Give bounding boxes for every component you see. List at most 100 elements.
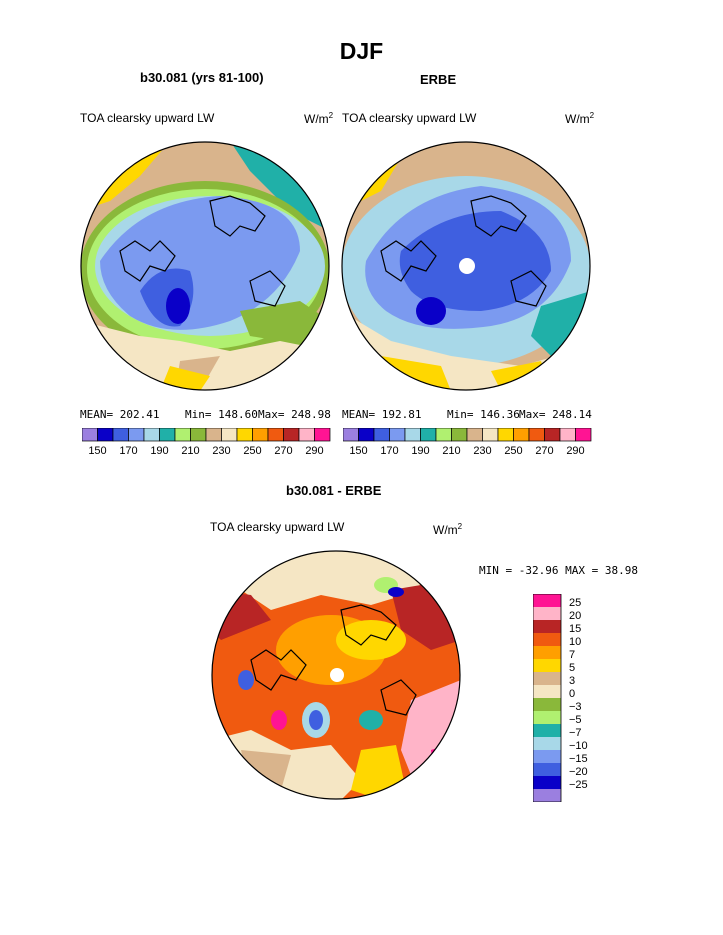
model-colorbar-swatch [174, 428, 191, 442]
diff-colorbar-swatch [533, 620, 561, 633]
diff-colorbar-swatch [533, 698, 561, 711]
page-title: DJF [339, 38, 384, 64]
diff-panel-title: b30.081 - ERBE [286, 483, 382, 498]
coastline [380, 195, 547, 307]
diff-colorbar-frame [533, 594, 562, 802]
obs-colorbar-tick-label: 250 [504, 445, 522, 457]
map-field [241, 750, 291, 795]
map-field [309, 710, 323, 730]
model-colorbar-tick-label: 230 [212, 445, 230, 457]
map-field [238, 670, 254, 690]
model-polar-map [80, 141, 330, 391]
map-field [359, 710, 383, 730]
diff-colorbar-swatch [533, 763, 561, 776]
model-colorbar-swatch [314, 428, 331, 442]
diff-colorbar-tick-label: −10 [569, 740, 588, 752]
diff-colorbar-swatch [533, 776, 561, 789]
obs-min-stat: Min= 146.36 [447, 408, 520, 421]
obs-colorbar-tick-label: 170 [380, 445, 398, 457]
model-colorbar-tick-label: 290 [305, 445, 323, 457]
model-colorbar-swatch [159, 428, 176, 442]
diff-colorbar-tick-label: 0 [569, 688, 575, 700]
model-mean-stat: MEAN= 202.41 [80, 408, 160, 421]
map-field [166, 288, 190, 324]
map-border [80, 141, 330, 391]
diff-colorbar-swatch [533, 672, 561, 685]
diff-colorbar-tick-label: −15 [569, 753, 588, 765]
map-field [416, 297, 446, 325]
model-colorbar-swatch [267, 428, 284, 442]
obs-colorbar-swatch [575, 428, 592, 442]
obs-max-stat: Max= 248.14 [519, 408, 592, 421]
model-colorbar-tick-label: 150 [88, 445, 106, 457]
diff-colorbar-swatch [533, 607, 561, 620]
model-colorbar-swatch [205, 428, 222, 442]
model-colorbar-swatch [221, 428, 238, 442]
model-variable-label: TOA clearsky upward LW [80, 111, 215, 125]
model-colorbar-swatch [82, 428, 98, 442]
obs-colorbar-swatch [497, 428, 514, 442]
map-field [336, 620, 406, 660]
diff-minmax-stat: MIN = -32.96 MAX = 38.98 [479, 564, 638, 577]
diff-colorbar-tick-label: 5 [569, 662, 575, 674]
diff-polar-map [211, 550, 461, 800]
model-colorbar-swatch [97, 428, 114, 442]
obs-colorbar-swatch [389, 428, 406, 442]
obs-colorbar-tick-label: 190 [411, 445, 429, 457]
obs-polar-map [341, 141, 591, 391]
map-field [160, 366, 210, 390]
obs-colorbar-swatch [466, 428, 483, 442]
obs-colorbar-swatch [544, 428, 561, 442]
diff-colorbar-tick-label: −20 [569, 766, 588, 778]
map-field [271, 710, 287, 730]
diff-colorbar-tick-label: 7 [569, 649, 575, 661]
map-field [241, 551, 421, 610]
diff-colorbar-swatch [533, 633, 561, 646]
diff-colorbar-swatch [533, 724, 561, 737]
coastline [119, 195, 286, 307]
obs-mean-stat: MEAN= 192.81 [342, 408, 422, 421]
model-min-stat: Min= 148.60 [185, 408, 258, 421]
obs-units-label: W/m2 [565, 111, 595, 126]
diff-colorbar-tick-label: −25 [569, 779, 588, 791]
model-colorbar-swatch [190, 428, 207, 442]
diff-colorbar-tick-label: −7 [569, 727, 582, 739]
model-colorbar-swatch [236, 428, 253, 442]
obs-colorbar-tick-label: 290 [566, 445, 584, 457]
diff-colorbar-swatch [533, 750, 561, 763]
map-border [211, 550, 461, 800]
diff-colorbar-tick-label: 25 [569, 597, 581, 609]
model-panel-title: b30.081 (yrs 81-100) [140, 70, 264, 85]
obs-colorbar-tick-label: 230 [473, 445, 491, 457]
diff-colorbar-tick-label: −3 [569, 701, 582, 713]
obs-colorbar-swatch [343, 428, 359, 442]
obs-colorbar-swatch [404, 428, 421, 442]
obs-colorbar-swatch [435, 428, 452, 442]
diff-colorbar-tick-label: −5 [569, 714, 582, 726]
obs-colorbar-tick-label: 270 [535, 445, 553, 457]
diff-colorbar-swatch [533, 646, 561, 659]
model-colorbar-swatch [128, 428, 145, 442]
model-colorbar-swatch [283, 428, 300, 442]
diff-colorbar-tick-label: 20 [569, 610, 581, 622]
diff-variable-label: TOA clearsky upward LW [210, 520, 345, 534]
diff-colorbar-swatch [533, 789, 561, 802]
obs-colorbar-swatch [373, 428, 390, 442]
model-colorbar-tick-label: 210 [181, 445, 199, 457]
model-colorbar-swatch [112, 428, 129, 442]
diff-colorbar-tick-label: 3 [569, 675, 575, 687]
model-colorbar-tick-label: 190 [150, 445, 168, 457]
obs-colorbar: 150 170 190 210 230 250 270 290 [343, 428, 592, 457]
obs-colorbar-swatch [513, 428, 530, 442]
model-colorbar: 150 170 190 210 230 250 270 290 [82, 428, 331, 457]
diff-colorbar-swatch [533, 594, 561, 607]
obs-colorbar-swatch [420, 428, 437, 442]
obs-colorbar-swatch [528, 428, 545, 442]
diff-colorbar-swatch [533, 711, 561, 724]
diff-colorbar-tick-label: 15 [569, 623, 581, 635]
obs-panel-title: ERBE [420, 72, 457, 87]
diff-colorbar-swatch [533, 685, 561, 698]
model-colorbar-tick-label: 250 [243, 445, 261, 457]
model-max-stat: Max= 248.98 [258, 408, 331, 421]
